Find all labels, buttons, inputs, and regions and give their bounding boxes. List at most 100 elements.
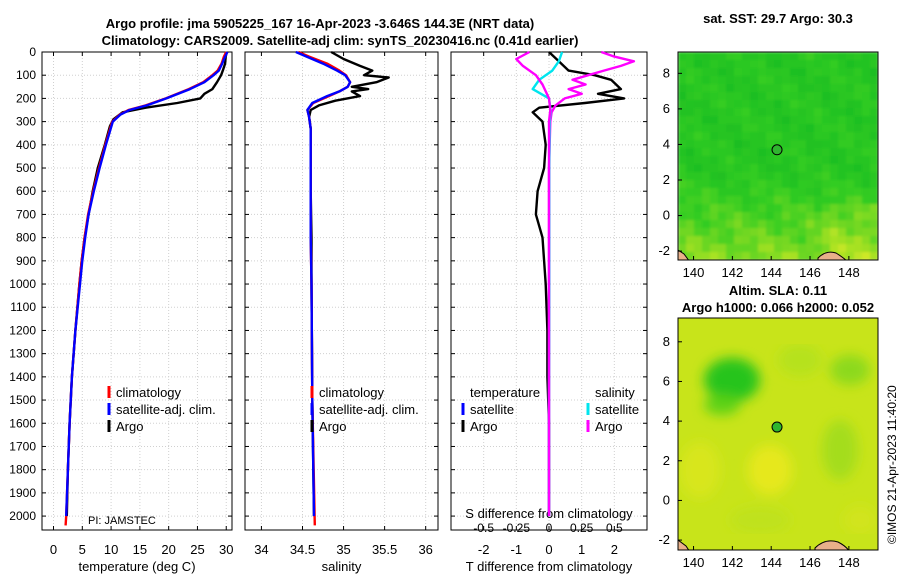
sst-cell	[870, 188, 878, 197]
sst-cell	[822, 180, 831, 189]
sst-cell	[750, 84, 759, 93]
sst-cell	[806, 132, 815, 141]
sst-cell	[814, 84, 823, 93]
sst-cell	[750, 92, 759, 101]
sst-cell	[710, 132, 719, 141]
sst-cell	[694, 108, 703, 117]
sst-cell	[830, 92, 839, 101]
sst-cell	[870, 76, 878, 85]
sst-cell	[838, 228, 847, 237]
x-tick-label: 0	[50, 542, 57, 557]
sst-cell	[870, 116, 878, 125]
sst-cell	[766, 68, 775, 77]
sst-cell	[766, 244, 775, 253]
sst-cell	[790, 68, 799, 77]
sst-cell	[838, 124, 847, 133]
sst-cell	[726, 220, 735, 229]
legend-label: satellite-adj. clim.	[116, 402, 216, 417]
sst-cell	[710, 172, 719, 181]
sst-cell	[830, 212, 839, 221]
sst-cell	[846, 204, 855, 213]
sst-cell	[710, 140, 719, 149]
sst-cell	[758, 76, 767, 85]
sst-cell	[806, 172, 815, 181]
sst-cell	[750, 228, 759, 237]
sst-cell	[710, 100, 719, 109]
sst-cell	[718, 148, 727, 157]
map-y-tick-label: 2	[663, 453, 670, 468]
sst-cell	[702, 228, 711, 237]
y-tick-label: 1400	[9, 370, 36, 384]
sst-cell	[846, 244, 855, 253]
sst-cell	[742, 244, 751, 253]
y-tick-label: 1700	[9, 439, 36, 453]
sst-cell	[758, 164, 767, 173]
sst-cell	[806, 76, 815, 85]
sst-cell	[710, 220, 719, 229]
sst-cell	[694, 148, 703, 157]
sst-cell	[838, 172, 847, 181]
sst-cell	[814, 68, 823, 77]
sla-land-coast	[814, 540, 850, 550]
sst-cell	[846, 228, 855, 237]
sst-cell	[838, 100, 847, 109]
y-tick-label: 700	[16, 207, 36, 221]
sst-cell	[822, 228, 831, 237]
sst-cell	[774, 116, 783, 125]
sst-cell	[830, 172, 839, 181]
y-tick-label: 2000	[9, 509, 36, 523]
sst-cell	[750, 148, 759, 157]
sst-cell	[830, 188, 839, 197]
sst-cell	[702, 76, 711, 85]
sst-cell	[766, 124, 775, 133]
sst-cell	[838, 212, 847, 221]
sst-cell	[750, 188, 759, 197]
sst-cell	[870, 148, 878, 157]
sst-cell	[678, 196, 687, 205]
sst-cell	[702, 172, 711, 181]
sst-cell	[822, 116, 831, 125]
sst-cell	[742, 252, 751, 260]
sst-cell	[702, 212, 711, 221]
sst-cell	[862, 148, 871, 157]
sst-cell	[686, 100, 695, 109]
sst-cell	[870, 84, 878, 93]
sst-cell	[726, 252, 735, 260]
sst-cell	[718, 188, 727, 197]
sst-cell	[806, 212, 815, 221]
sst-cell	[718, 244, 727, 253]
sst-cell	[758, 140, 767, 149]
sst-cell	[814, 236, 823, 245]
sst-cell	[822, 156, 831, 165]
sst-cell	[814, 196, 823, 205]
sst-cell	[798, 204, 807, 213]
sst-cell	[854, 140, 863, 149]
sst-cell	[686, 252, 695, 260]
sst-cell	[830, 180, 839, 189]
sst-cell	[798, 76, 807, 85]
sst-cell	[726, 76, 735, 85]
sst-cell	[710, 76, 719, 85]
sst-cell	[806, 84, 815, 93]
sst-cell	[734, 76, 743, 85]
sla-map-subtitle: Argo h1000: 0.066 h2000: 0.052	[682, 300, 874, 315]
sst-cell	[814, 188, 823, 197]
sst-cell	[710, 116, 719, 125]
map-x-tick-label: 142	[722, 265, 744, 280]
sst-cell	[854, 252, 863, 260]
sst-cell	[798, 116, 807, 125]
sst-argo-location-marker	[771, 144, 783, 156]
sst-cell	[814, 164, 823, 173]
sst-cell	[758, 92, 767, 101]
sst-cell	[870, 164, 878, 173]
sst-map	[678, 52, 878, 260]
sst-cell	[758, 212, 767, 221]
sst-cell	[822, 60, 831, 69]
sst-cell	[750, 212, 759, 221]
sst-cell	[870, 228, 878, 237]
sst-cell	[790, 108, 799, 117]
sla-map	[678, 318, 878, 550]
sst-cell	[830, 148, 839, 157]
sst-cell	[862, 132, 871, 141]
sst-cell	[838, 156, 847, 165]
